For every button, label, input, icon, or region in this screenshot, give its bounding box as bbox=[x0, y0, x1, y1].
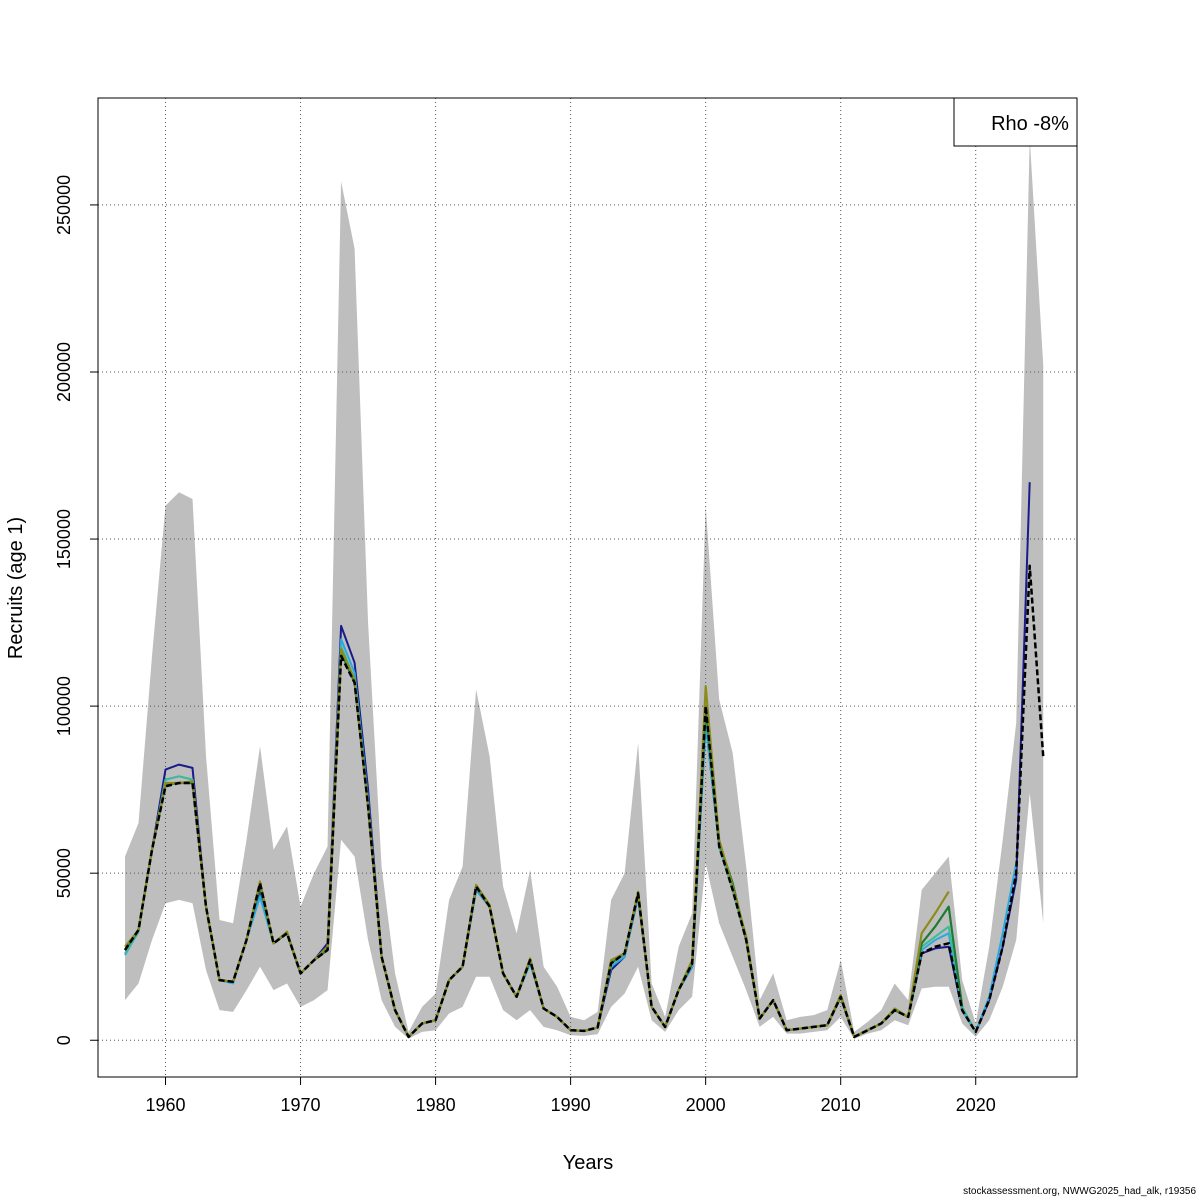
y-tick-label-150000: 150000 bbox=[54, 509, 74, 569]
series-line-base bbox=[123, 564, 1045, 1039]
y-axis-title: Recruits (age 1) bbox=[5, 517, 27, 659]
y-axis: 0 50000 100000 150000 200000 250000 bbox=[54, 175, 99, 1045]
series-layer bbox=[123, 482, 1045, 1039]
x-axis-title: Years bbox=[563, 1152, 613, 1174]
y-tick-label-100000: 100000 bbox=[54, 676, 74, 736]
x-tick-label-2000: 2000 bbox=[686, 1095, 726, 1115]
x-tick-label-1960: 1960 bbox=[145, 1095, 185, 1115]
x-tick-label-1980: 1980 bbox=[416, 1095, 456, 1115]
y-tick-label-0: 0 bbox=[54, 1035, 74, 1045]
confidence-band bbox=[125, 138, 1044, 1039]
x-tick-label-2020: 2020 bbox=[956, 1095, 996, 1115]
y-tick-label-250000: 250000 bbox=[54, 175, 74, 235]
x-tick-label-1970: 1970 bbox=[281, 1095, 321, 1115]
y-tick-label-50000: 50000 bbox=[54, 848, 74, 898]
footer-credit: stockassessment.org, NWWG2025_had_alk, r… bbox=[963, 1186, 1196, 1197]
legend-rho-text: Rho -8% bbox=[991, 113, 1069, 135]
legend-box: Rho -8% bbox=[953, 97, 1078, 147]
x-axis: 1960 1970 1980 1990 2000 2010 2020 bbox=[145, 1076, 996, 1115]
y-tick-label-200000: 200000 bbox=[54, 342, 74, 402]
x-tick-label-2010: 2010 bbox=[821, 1095, 861, 1115]
x-tick-label-1990: 1990 bbox=[551, 1095, 591, 1115]
confidence-band-layer bbox=[125, 138, 1044, 1039]
